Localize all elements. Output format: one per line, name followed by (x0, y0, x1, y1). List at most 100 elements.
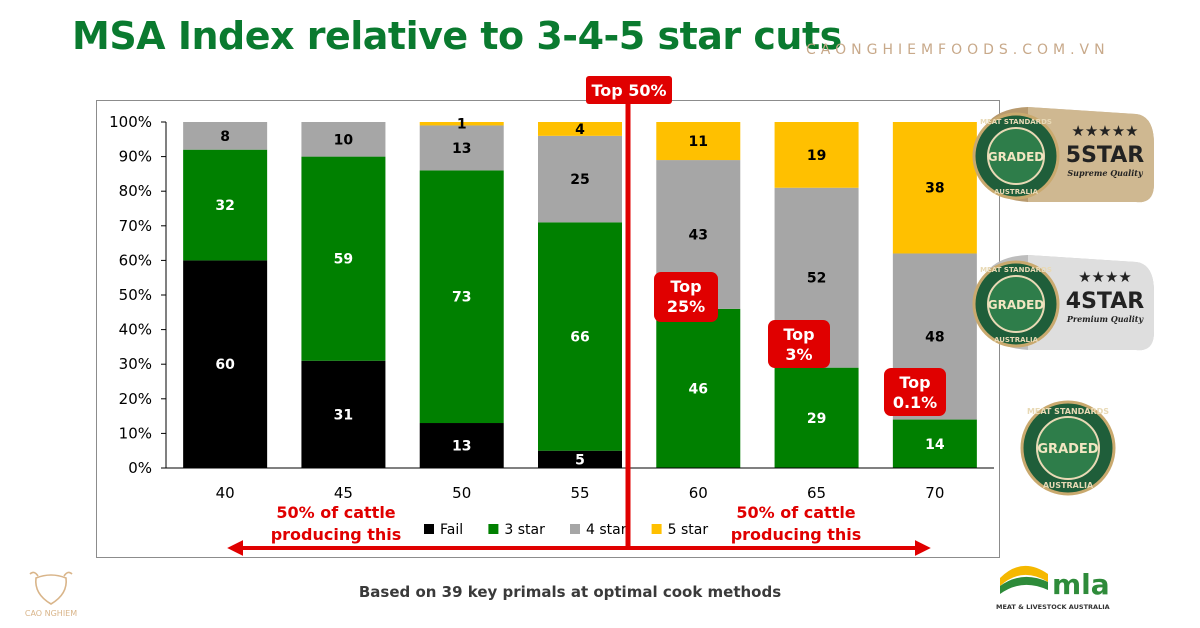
bar-segment (656, 308, 741, 468)
y-tick-label: 50% (119, 286, 152, 304)
y-tick-label: 20% (119, 390, 152, 408)
badge-ring-top: MEAT STANDARDS (980, 266, 1052, 274)
bar-segment (183, 260, 268, 468)
x-tick-label: 60 (689, 484, 708, 502)
x-tick-label: 45 (334, 484, 353, 502)
watermark: CAONGHIEMFOODS.COM.VN (806, 42, 1110, 58)
data-label: 13 (452, 141, 471, 157)
mla-logo: mla MEAT & LIVESTOCK AUSTRALIA (996, 565, 1110, 611)
legend-label: 3 star (504, 522, 545, 538)
y-tick-label: 80% (119, 182, 152, 200)
data-label: 19 (807, 148, 826, 164)
bar-segment (301, 122, 386, 157)
brand-name: CAO NGHIEM (25, 609, 77, 618)
badge-stars: ★★★★ (1078, 268, 1132, 286)
callout-line2: 25% (667, 297, 705, 316)
y-tick-label: 100% (109, 113, 152, 131)
badge-center-text: GRADED (988, 298, 1045, 312)
legend-swatch (424, 524, 434, 534)
data-label: 13 (452, 439, 471, 455)
msa-graded-badge: GRADED MEAT STANDARDS AUSTRALIA (1020, 400, 1116, 496)
x-tick-label: 40 (216, 484, 235, 502)
msa-5star-badge: GRADED MEAT STANDARDS AUSTRALIA ★★★★★ 5S… (972, 107, 1154, 203)
right-note-line1: 50% of cattle (736, 503, 855, 522)
legend-swatch (570, 524, 580, 534)
data-label: 32 (215, 198, 234, 214)
footnote: Based on 39 key primals at optimal cook … (358, 583, 782, 601)
callout-box (654, 272, 718, 322)
cow-head-icon (29, 571, 73, 605)
y-tick-label: 40% (119, 321, 152, 339)
data-label: 60 (215, 357, 235, 373)
legend-swatch (651, 524, 662, 534)
badge-center-text: GRADED (1037, 442, 1098, 457)
legend-swatch (488, 524, 499, 534)
x-tick-label: 65 (807, 484, 826, 502)
bar-segment (538, 450, 622, 468)
bar-segment (419, 170, 504, 424)
mla-wordmark: mla (1052, 568, 1110, 601)
callout-line2: 3% (785, 345, 812, 364)
top50-label-box (586, 76, 672, 104)
badge-ring-top: MEAT STANDARDS (1027, 407, 1109, 416)
bar-segment (538, 222, 622, 451)
data-label: 59 (334, 252, 353, 268)
left-note-line2: producing this (271, 525, 402, 544)
badge-rating: 4STAR (1066, 289, 1144, 314)
y-tick-label: 70% (119, 217, 152, 235)
left-note-line1: 50% of cattle (276, 503, 395, 522)
badge-stars: ★★★★★ (1071, 122, 1138, 140)
y-tick-label: 30% (119, 355, 152, 373)
cao-nghiem-logo: CAO NGHIEM (25, 571, 77, 618)
data-label: 14 (925, 437, 945, 453)
bar-segment (892, 419, 977, 468)
data-label: 29 (807, 411, 826, 427)
data-label: 66 (570, 330, 589, 346)
bar-segment (301, 360, 386, 468)
data-label: 5 (575, 452, 585, 468)
x-tick-label: 70 (925, 484, 944, 502)
badge-quality: Supreme Quality (1067, 168, 1144, 178)
bar-segment (419, 125, 504, 171)
msa-4star-badge: GRADED MEAT STANDARDS AUSTRALIA ★★★★ 4ST… (972, 255, 1154, 351)
callout-line1: Top (899, 373, 930, 392)
legend-label: 4 star (586, 522, 627, 538)
bar-segment (538, 122, 622, 136)
y-tick-label: 0% (128, 459, 152, 477)
mla-subtitle: MEAT & LIVESTOCK AUSTRALIA (996, 603, 1110, 611)
badge-center-text: GRADED (988, 150, 1045, 164)
bar-segment (774, 122, 859, 188)
x-tick-label: 55 (570, 484, 589, 502)
bar-segment (892, 122, 977, 254)
data-label: 31 (334, 407, 353, 423)
bar-segment (774, 367, 859, 468)
callout-line1: Top (783, 325, 814, 344)
right-note-line2: producing this (731, 525, 862, 544)
bar-segment (538, 135, 622, 223)
callout-line1: Top (670, 277, 701, 296)
mla-swoosh-icon (1000, 565, 1048, 586)
bar-segment (419, 122, 504, 126)
data-label: 25 (570, 172, 589, 188)
data-label: 46 (689, 381, 708, 397)
badge-rating: 5STAR (1066, 143, 1144, 168)
page-title: MSA Index relative to 3-4-5 star cuts (72, 14, 842, 58)
legend-label: Fail (440, 522, 463, 538)
callout-line2: 0.1% (893, 393, 937, 412)
y-tick-label: 60% (119, 251, 152, 269)
bar-segment (301, 156, 386, 361)
data-label: 8 (220, 129, 230, 145)
badge-ring-bottom: AUSTRALIA (1043, 481, 1094, 490)
x-tick-label: 50 (452, 484, 471, 502)
badge-quality: Premium Quality (1066, 314, 1145, 324)
callout-box (768, 320, 830, 368)
data-label: 52 (807, 271, 826, 287)
bar-segment (183, 149, 268, 261)
data-label: 43 (689, 227, 708, 243)
data-label: 1 (457, 117, 467, 133)
data-label: 10 (334, 132, 354, 148)
badge-ring-top: MEAT STANDARDS (980, 118, 1052, 126)
y-tick-label: 90% (119, 148, 152, 166)
data-label: 38 (925, 181, 944, 197)
